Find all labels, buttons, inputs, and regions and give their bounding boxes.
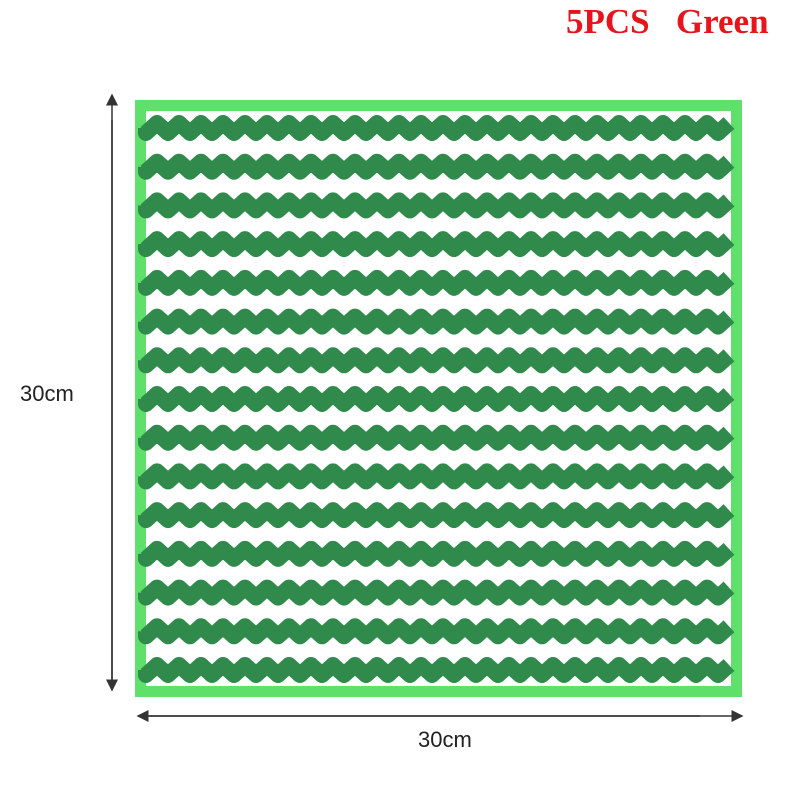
cloth-stripe — [138, 269, 735, 296]
cleaning-cloth — [135, 100, 742, 697]
cloth-stripe — [138, 153, 735, 180]
cloth-stripe — [138, 657, 735, 683]
cloth-stripe — [138, 386, 735, 412]
cloth-stripe — [138, 231, 735, 258]
cloth-stripe — [138, 424, 735, 451]
cloth-stripe — [138, 308, 735, 335]
cloth-stripe — [138, 347, 735, 374]
cloth-stripe — [138, 463, 735, 490]
width-label: 30cm — [418, 727, 472, 752]
cloth-stripe — [138, 579, 735, 606]
product-variant-title: 5PCS Green — [566, 2, 769, 41]
cloth-stripe — [138, 192, 735, 219]
cloth-stripe — [138, 502, 735, 529]
cloth-stripe — [138, 540, 735, 567]
cloth-stripes — [138, 115, 735, 683]
height-label: 30cm — [20, 381, 74, 406]
cloth-stripe — [138, 618, 735, 645]
cloth-stripe — [138, 115, 735, 141]
